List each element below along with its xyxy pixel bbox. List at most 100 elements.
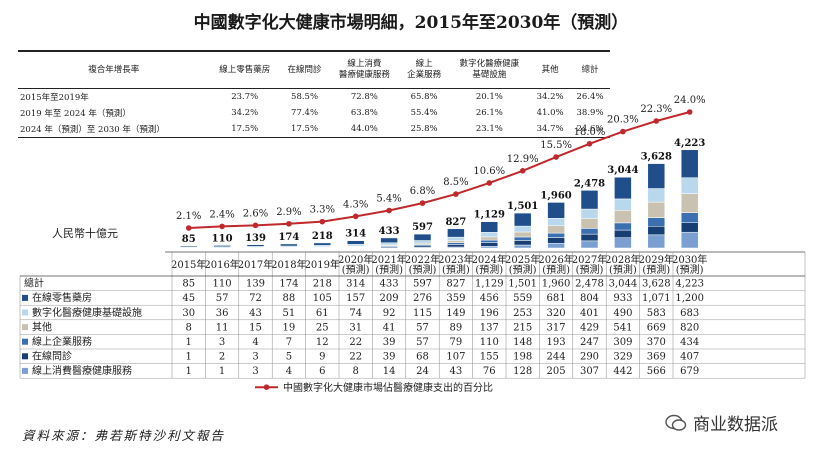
table-cell: 320 — [547, 308, 566, 319]
percent-label: 20.3% — [607, 115, 639, 126]
table-cell: 193 — [547, 337, 566, 348]
table-cell: 369 — [647, 352, 666, 363]
percent-label: 2.4% — [209, 209, 234, 220]
cagr-cell: 77.4% — [291, 108, 319, 118]
bar-segment — [513, 212, 532, 227]
bar-total-label: 1,960 — [540, 190, 571, 201]
table-cell: 148 — [513, 337, 532, 348]
bar-segment — [647, 188, 666, 203]
year-label: 2030年 — [672, 253, 707, 266]
table-cell: 933 — [613, 293, 632, 304]
table-cell: 559 — [513, 293, 532, 304]
table-cell: 14 — [383, 366, 396, 377]
table-cell: 41 — [383, 322, 396, 333]
percent-point — [686, 109, 693, 115]
bar-segment — [447, 240, 465, 243]
percent-point — [386, 207, 392, 214]
table-cell: 36 — [216, 308, 229, 319]
table-cell: 196 — [480, 308, 499, 319]
bar-segment — [614, 198, 632, 211]
cagr-cell: 63.8% — [350, 108, 378, 118]
year-label: 2019年 — [305, 258, 340, 271]
table-cell: 31 — [349, 322, 362, 333]
table-cell: 11 — [216, 322, 229, 333]
cagr-cell: 23.7% — [231, 92, 259, 102]
cagr-cell: 24.6% — [576, 124, 604, 134]
bar-segment — [513, 240, 532, 246]
bar-segment — [480, 221, 499, 233]
table-cell: 57 — [216, 293, 229, 304]
table-cell: 39 — [383, 352, 396, 363]
table-cell: 209 — [380, 293, 399, 304]
percent-label: 10.6% — [473, 166, 505, 177]
bar-segment — [680, 212, 699, 223]
percent-point — [286, 220, 292, 227]
cagr-cell: 65.8% — [410, 92, 438, 102]
y-unit-label: 人民幣十億元 — [52, 226, 118, 240]
wechat-icon — [665, 414, 687, 431]
bar-segment — [380, 237, 398, 244]
table-cell: 669 — [647, 322, 666, 333]
legend-swatch — [22, 353, 28, 360]
legend-swatch — [22, 324, 28, 331]
bar-segment — [513, 236, 532, 241]
table-cell: 57 — [416, 322, 429, 333]
table-cell: 19 — [283, 322, 296, 333]
table-row-label: 線上消費醫療健康服務 — [32, 364, 132, 377]
cagr-header: 線上零售藥房 — [219, 64, 271, 75]
cagr-header: 其他 — [541, 64, 559, 75]
table-cell: 1,501 — [508, 279, 537, 290]
cagr-cell: 44.0% — [350, 124, 378, 134]
table-cell: 85 — [182, 279, 195, 290]
cagr-row-label: 2015年至2019年 — [20, 93, 89, 103]
table-cell: 429 — [580, 322, 599, 333]
page-title: 中國數字化大健康市場明細，2015年至2030年（預測） — [193, 13, 629, 33]
year-sub-label: (預測) — [409, 263, 437, 276]
bar-segment — [447, 242, 465, 245]
bar-segment — [680, 193, 699, 213]
bar-total-label: 827 — [445, 217, 466, 228]
table-cell: 15 — [249, 322, 262, 333]
table-cell: 1,200 — [675, 293, 704, 304]
year-label: 2021年 — [371, 253, 406, 266]
table-cell: 3 — [252, 366, 258, 377]
table-cell: 2,478 — [575, 279, 604, 290]
bar-segment — [547, 218, 565, 226]
bar-segment — [447, 244, 465, 248]
table-cell: 128 — [513, 366, 532, 377]
bar-segment — [680, 149, 699, 178]
cagr-cell: 25.8% — [410, 124, 438, 134]
year-label: 2029年 — [639, 253, 674, 266]
table-cell: 72 — [249, 293, 262, 304]
percent-point — [419, 200, 426, 206]
table-cell: 820 — [680, 322, 699, 333]
bar-segment — [280, 243, 298, 247]
percent-point — [553, 154, 559, 160]
bar-total-label: 174 — [278, 232, 299, 243]
table-cell: 433 — [380, 279, 399, 290]
bar-segment — [580, 233, 599, 242]
table-cell: 68 — [416, 352, 429, 363]
table-cell: 12 — [316, 337, 329, 348]
percent-label: 2.1% — [176, 211, 201, 222]
year-label: 2015年 — [171, 258, 206, 271]
percent-point — [586, 140, 593, 147]
year-sub-label: (預測) — [609, 263, 637, 276]
table-row-label: 其他 — [32, 320, 52, 333]
table-cell: 25 — [316, 322, 329, 333]
bar-segment — [580, 190, 599, 210]
bar-segment — [680, 222, 699, 233]
table-cell: 215 — [513, 322, 532, 333]
year-label: 2025年 — [505, 253, 540, 266]
table-row-label: 總計 — [24, 277, 44, 290]
table-cell: 115 — [413, 308, 432, 319]
table-cell: 244 — [547, 352, 566, 363]
table-cell: 76 — [483, 366, 496, 377]
table-cell: 155 — [480, 352, 499, 363]
year-sub-label: (預測) — [342, 263, 370, 276]
bar-segment — [547, 232, 565, 238]
bar-segment — [614, 210, 632, 224]
bar-segment — [547, 225, 565, 234]
legend-swatch — [22, 367, 28, 374]
cagr-cell: 17.5% — [291, 124, 319, 134]
